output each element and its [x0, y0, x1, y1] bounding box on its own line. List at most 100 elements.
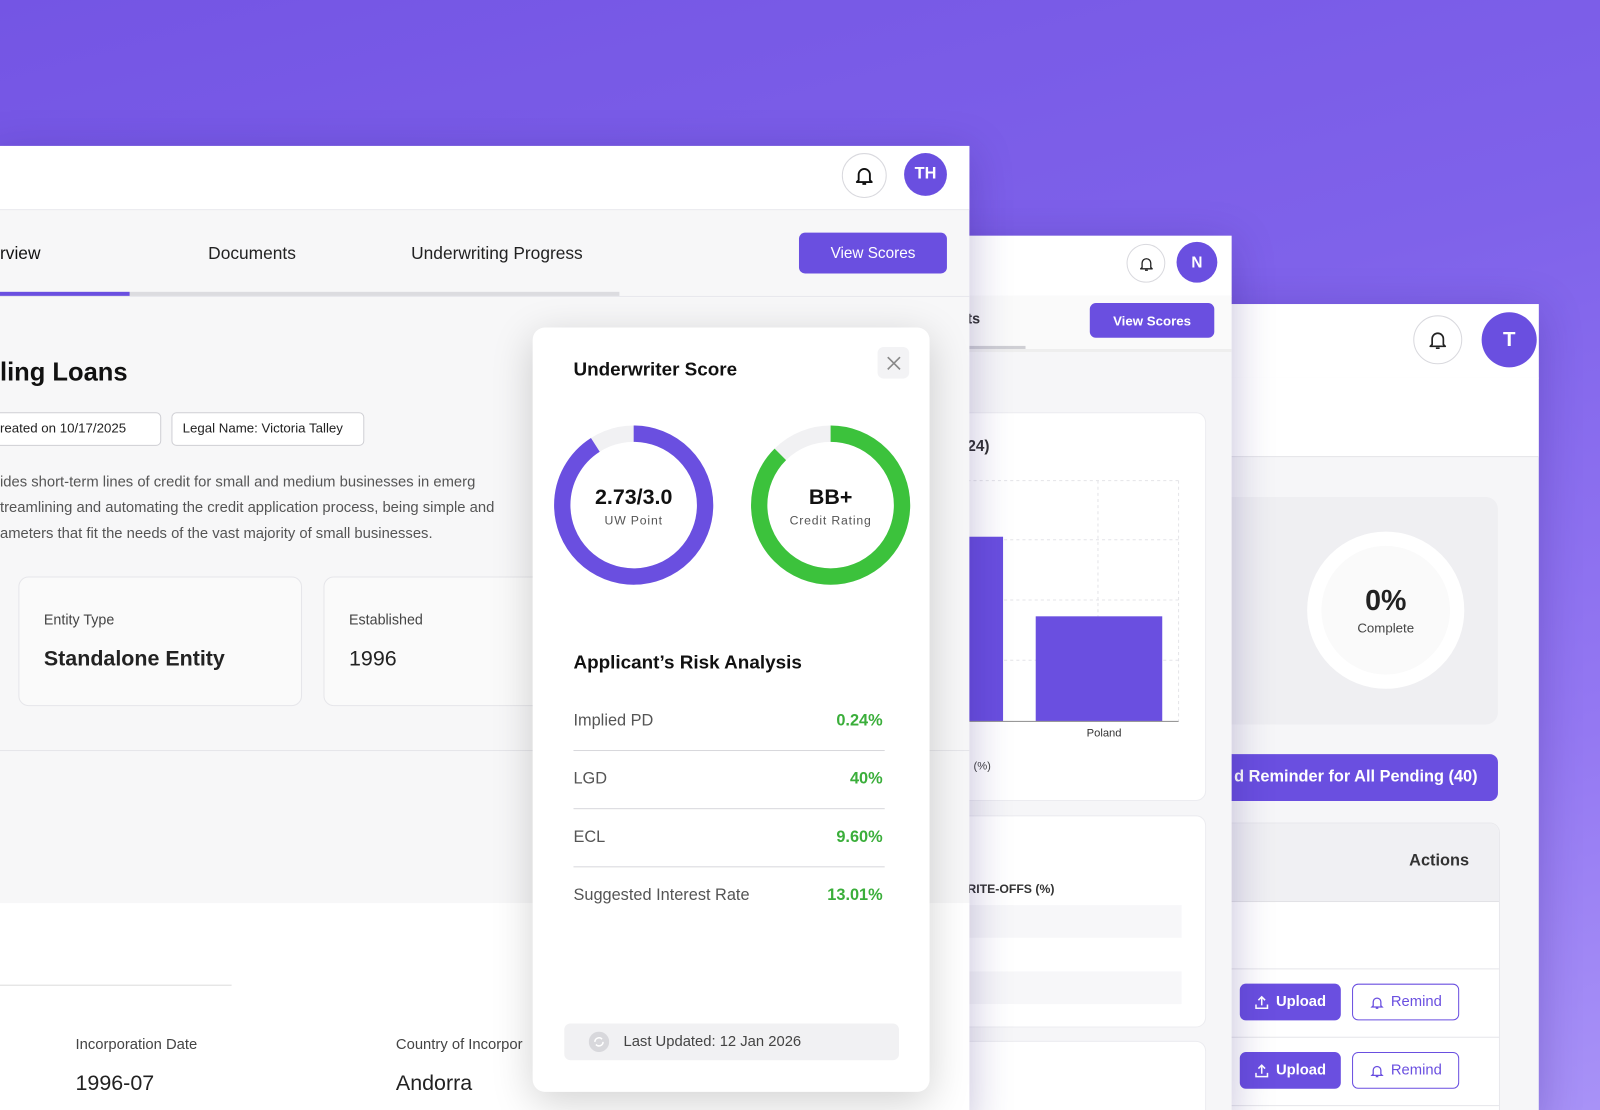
divider [573, 808, 885, 810]
progress-value: 0% [1365, 584, 1407, 617]
row-divider [1215, 1105, 1499, 1107]
bell-icon [1370, 1065, 1384, 1077]
bell-icon [855, 168, 873, 185]
uw-gauge [554, 425, 714, 585]
gauge-value: 2.73/3.0 [594, 485, 673, 510]
close-icon [886, 356, 901, 370]
axis-note: (%) [973, 760, 991, 773]
description-line: ameters that fit the needs of the vast m… [0, 525, 433, 542]
gauge-arc [751, 425, 911, 585]
risk-value: 13.01% [827, 886, 883, 905]
upload-label: Upload [1275, 993, 1327, 1011]
divider [573, 749, 885, 752]
detail-label: Incorporation Date [75, 1036, 198, 1054]
score-modal: Underwriter Score 2.73/3.0 UW Point BB+ … [532, 327, 930, 1092]
remind-button[interactable]: Remind [1352, 983, 1460, 1021]
chip [171, 412, 365, 446]
progress-label: Complete [1357, 620, 1415, 636]
notification-button[interactable] [1126, 243, 1166, 283]
bar-track [938, 971, 1182, 1005]
actions-header: Actions [1409, 852, 1470, 870]
card-value: 1996 [348, 646, 397, 671]
bell-icon [1139, 257, 1153, 271]
card-label: Established [348, 611, 423, 628]
upload-icon [1255, 995, 1269, 1009]
upload-label: Upload [1275, 1062, 1327, 1079]
remind-button[interactable]: Remind [1352, 1052, 1460, 1089]
sub-header [1173, 377, 1539, 458]
view-scores-button[interactable]: View Scores [798, 232, 947, 274]
risk-title: Applicant’s Risk Analysis [573, 651, 802, 673]
page-title: ling Loans [0, 358, 128, 387]
row-divider [1215, 968, 1499, 970]
reminder-button[interactable]: d Reminder for All Pending (40) [1214, 754, 1498, 802]
risk-label: Suggested Interest Rate [573, 886, 750, 905]
close-button[interactable] [877, 346, 910, 379]
bar [1035, 616, 1163, 722]
gauge-label: UW Point [604, 513, 663, 528]
detail-value: 1996-07 [75, 1071, 155, 1095]
bell-icon [1429, 332, 1447, 350]
tab[interactable]: rview [0, 243, 41, 264]
divider [573, 866, 885, 868]
header [1173, 304, 1539, 379]
refresh-icon [588, 1031, 610, 1053]
chart-title: 24) [967, 437, 990, 456]
progress-card: 0% Complete [1214, 496, 1498, 725]
notification-button[interactable] [1413, 315, 1463, 365]
bell-icon [1370, 996, 1384, 1009]
avatar[interactable]: TH [904, 153, 947, 196]
view-scores-button[interactable]: View Scores [1089, 303, 1215, 338]
chip [0, 412, 162, 446]
last-updated-bar: Last Updated: 12 Jan 2026 [564, 1023, 899, 1061]
last-updated: Last Updated: 12 Jan 2026 [623, 1033, 802, 1050]
risk-value: 0.24% [836, 712, 883, 730]
chip-text: reated on 10/17/2025 [0, 420, 127, 436]
table-header [1215, 823, 1499, 903]
tab[interactable]: Documents [208, 243, 296, 264]
detail-label: Country of Incorpor [395, 1036, 523, 1054]
gauge-value: BB+ [808, 485, 853, 510]
risk-label: ECL [573, 828, 606, 846]
row-divider [1215, 1036, 1499, 1038]
right-window: T 0% Complete d Reminder for All Pending… [1173, 304, 1539, 1110]
remind-label: Remind [1390, 993, 1442, 1011]
risk-label: LGD [573, 770, 608, 788]
progress-ring [1307, 531, 1465, 689]
header [0, 145, 970, 211]
card-value: Standalone Entity [43, 646, 225, 671]
chip-text: Legal Name: Victoria Talley [182, 420, 343, 436]
avatar[interactable]: T [1481, 312, 1537, 368]
risk-value: 40% [849, 770, 883, 788]
remind-label: Remind [1390, 1062, 1442, 1079]
card-label: Entity Type [43, 611, 115, 628]
rating-gauge [751, 425, 911, 585]
tab[interactable]: ts [967, 310, 981, 327]
gauge-label: Credit Rating [789, 513, 872, 528]
modal-title: Underwriter Score [573, 358, 738, 380]
divider [0, 295, 970, 297]
avatar[interactable]: N [1176, 241, 1218, 283]
upload-button[interactable]: Upload [1239, 983, 1341, 1021]
tab-track [0, 291, 620, 296]
description-line: ides short-term lines of credit for smal… [0, 474, 476, 491]
description-line: treamlining and automating the credit ap… [0, 499, 495, 517]
upload-button[interactable]: Upload [1239, 1052, 1341, 1089]
gauge-arc [554, 425, 714, 585]
bar-track [938, 905, 1182, 938]
tab[interactable]: Underwriting Progress [411, 243, 583, 264]
info-card [18, 576, 303, 707]
tab-indicator [0, 291, 130, 296]
divider [0, 749, 970, 752]
risk-label: Implied PD [573, 712, 654, 730]
divider [0, 984, 232, 986]
section-title: RITE-OFFS (%) [967, 881, 1055, 896]
category-label: Poland [1086, 727, 1122, 740]
detail-value: Andorra [395, 1071, 473, 1095]
upload-icon [1255, 1063, 1269, 1077]
risk-value: 9.60% [836, 828, 883, 846]
notification-button[interactable] [841, 153, 887, 198]
